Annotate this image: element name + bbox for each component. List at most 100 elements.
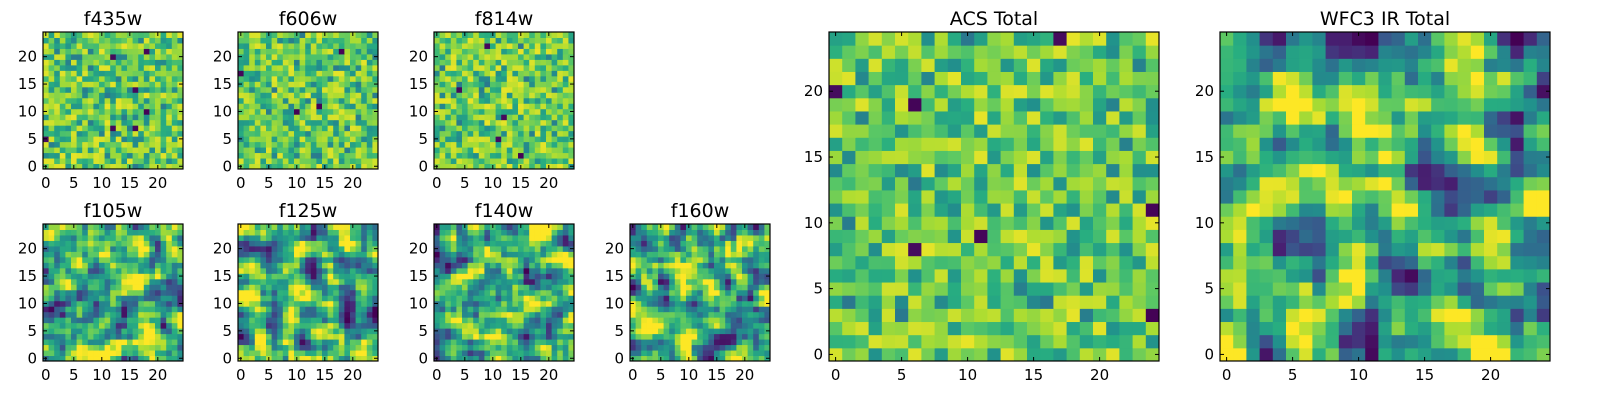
heatmap-cell (523, 229, 530, 236)
heatmap-cell (59, 64, 66, 71)
heatmap-cell (338, 262, 345, 269)
heatmap-cell (506, 64, 513, 71)
heatmap-cell (277, 53, 284, 60)
heatmap-cell (99, 75, 106, 82)
heatmap-cell (48, 130, 55, 137)
heatmap-cell (546, 240, 553, 247)
heatmap-cell (753, 339, 760, 346)
heatmap-cell (523, 295, 530, 302)
heatmap-cell (350, 256, 357, 263)
heatmap-cell (855, 150, 870, 165)
heatmap-cell (725, 278, 732, 285)
heatmap-cell (462, 289, 469, 296)
heatmap-cell (719, 256, 726, 263)
heatmap-cell (742, 306, 749, 313)
heatmap-cell (87, 48, 94, 55)
heatmap-cell (299, 86, 306, 93)
heatmap-cell (48, 256, 55, 263)
heatmap-cell (305, 229, 312, 236)
heatmap-cell (299, 284, 306, 291)
heatmap-cell (127, 289, 134, 296)
heatmap-cell (1079, 255, 1094, 270)
heatmap-cell (551, 42, 558, 49)
heatmap-cell (93, 70, 100, 77)
heatmap-cell (127, 328, 134, 335)
heatmap-cell (87, 289, 94, 296)
heatmap-cell (93, 48, 100, 55)
heatmap-cell (730, 245, 737, 252)
heatmap-cell (277, 344, 284, 351)
heatmap-cell (305, 119, 312, 126)
heatmap-cell (333, 42, 340, 49)
heatmap-cell (355, 229, 362, 236)
heatmap-cell (646, 267, 653, 274)
heatmap-cell (1040, 229, 1054, 244)
heatmap-cell (523, 37, 530, 44)
heatmap-cell (54, 130, 61, 137)
heatmap-cell (495, 64, 502, 71)
heatmap-cell (160, 152, 167, 159)
heatmap-cell (110, 147, 117, 154)
heatmap-cell (65, 278, 72, 285)
heatmap-cell (166, 86, 173, 93)
heatmap-cell (1013, 203, 1028, 217)
heatmap-cell (305, 256, 312, 263)
x-tick-label: 15 (511, 174, 530, 192)
heatmap-cell (277, 163, 284, 170)
heatmap-cell (338, 103, 345, 110)
heatmap-cell (99, 103, 106, 110)
heatmap-cell (177, 86, 184, 93)
heatmap-cell (546, 141, 553, 148)
heatmap-cell (568, 48, 575, 55)
heatmap-cell (506, 306, 513, 313)
heatmap-cell (372, 119, 379, 126)
heatmap-cell (271, 53, 278, 60)
heatmap-cell (316, 64, 323, 71)
heatmap-cell (71, 295, 78, 302)
heatmap-cell (484, 53, 491, 60)
heatmap-cell (333, 97, 340, 104)
heatmap-cell (310, 37, 317, 44)
heatmap-cell (697, 284, 704, 291)
heatmap-cell (484, 267, 491, 274)
heatmap-cell (177, 42, 184, 49)
heatmap-cell (355, 251, 362, 258)
heatmap-cell (138, 163, 145, 170)
heatmap-cell (160, 141, 167, 148)
heatmap-cell (310, 245, 317, 252)
heatmap-cell (434, 130, 441, 137)
heatmap-cell (742, 295, 749, 302)
heatmap-cell (674, 234, 681, 241)
heatmap-cell (254, 245, 261, 252)
heatmap-cell (65, 53, 72, 60)
heatmap-cell (842, 189, 856, 204)
heatmap-cell (305, 317, 312, 324)
heatmap-cell (529, 350, 536, 357)
heatmap-cell (868, 189, 883, 204)
heatmap-cell (518, 152, 525, 159)
heatmap-cell (282, 53, 289, 60)
heatmap-cell (512, 311, 519, 318)
heatmap-cell (143, 163, 150, 170)
heatmap-cell (121, 75, 128, 82)
heatmap-cell (1132, 203, 1147, 217)
heatmap-cell (725, 328, 732, 335)
heatmap-cell (350, 103, 357, 110)
heatmap-cell (288, 42, 295, 49)
heatmap-cell (501, 300, 508, 307)
heatmap-cell (99, 284, 106, 291)
heatmap-cell (529, 59, 536, 66)
heatmap-cell (59, 289, 66, 296)
heatmap-cell (445, 240, 452, 247)
heatmap-cell (742, 262, 749, 269)
heatmap-cell (322, 86, 329, 93)
heatmap-cell (456, 163, 463, 170)
heatmap-cell (534, 103, 541, 110)
heatmap-cell (518, 262, 525, 269)
heatmap-cell (686, 295, 693, 302)
heatmap-cell (855, 347, 870, 362)
heatmap-cell (59, 152, 66, 159)
heatmap-cell (260, 234, 267, 241)
heatmap-cell (473, 75, 480, 82)
heatmap-cell (484, 86, 491, 93)
